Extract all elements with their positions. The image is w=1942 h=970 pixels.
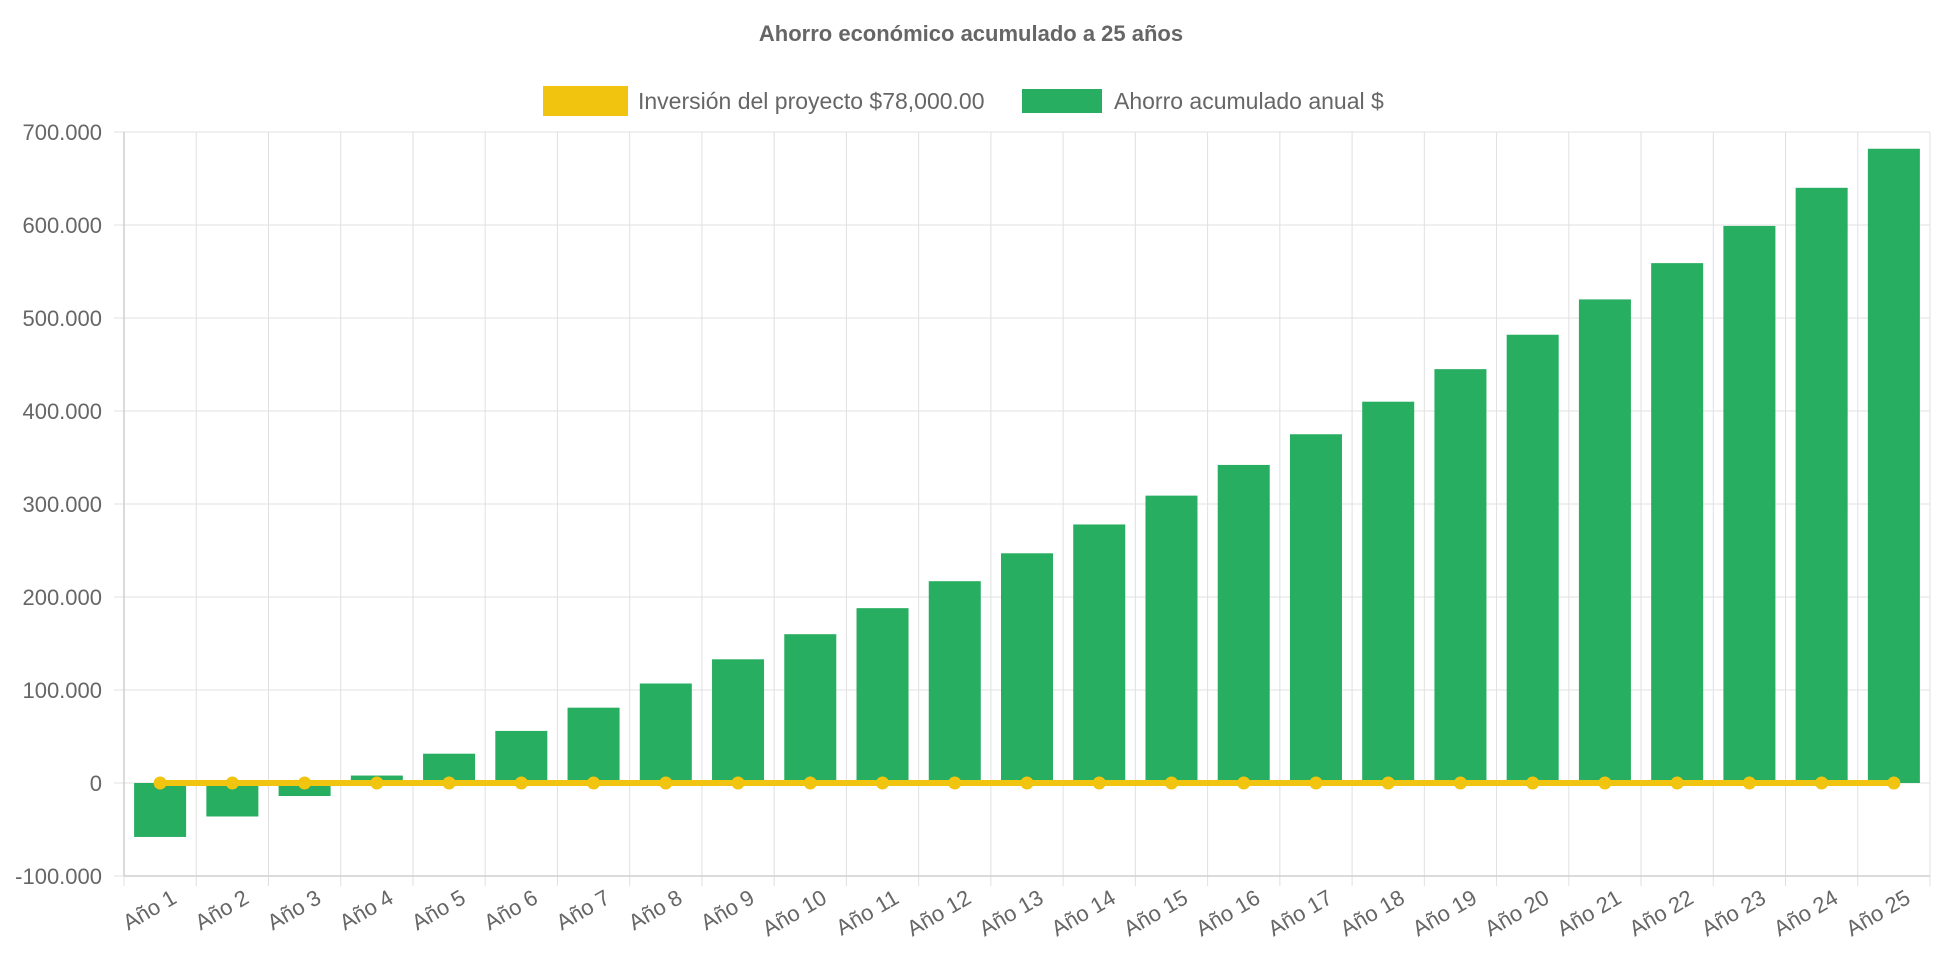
bar[interactable]: [1434, 369, 1487, 783]
bar[interactable]: [567, 707, 620, 783]
line-point[interactable]: [1453, 776, 1467, 790]
x-tick-label: Año 15: [1119, 885, 1192, 942]
y-tick-label: 600.000: [22, 213, 102, 238]
line-point[interactable]: [442, 776, 456, 790]
line-point[interactable]: [1309, 776, 1323, 790]
x-tick-label: Año 9: [696, 885, 758, 935]
legend-label-investment[interactable]: Inversión del proyecto $78,000.00: [638, 88, 985, 114]
legend-swatch-savings[interactable]: [1022, 89, 1102, 113]
x-tick-label: Año 5: [407, 885, 469, 935]
x-tick-label: Año 19: [1408, 885, 1481, 942]
line-point[interactable]: [659, 776, 673, 790]
x-tick-label: Año 10: [758, 885, 831, 942]
x-tick-label: Año 6: [480, 885, 542, 935]
line-point[interactable]: [1887, 776, 1901, 790]
line-point[interactable]: [1092, 776, 1106, 790]
chart-title: Ahorro económico acumulado a 25 años: [759, 21, 1183, 46]
grid: [114, 131, 1931, 886]
x-tick-label: Año 12: [902, 885, 975, 942]
bar-series: [134, 148, 1920, 837]
y-tick-label: 100.000: [22, 678, 102, 703]
x-axis-ticks: Año 1 Año 2 Año 3 Año 4 Año 5 Año 6 Año 7 Año 8…: [118, 885, 1914, 942]
line-point[interactable]: [1526, 776, 1540, 790]
x-tick-label: Año 2: [191, 885, 253, 935]
line-point[interactable]: [514, 776, 528, 790]
x-tick-label: Año 18: [1336, 885, 1409, 942]
y-tick-label: 700.000: [22, 120, 102, 145]
bar[interactable]: [1289, 434, 1342, 783]
line-point[interactable]: [1020, 776, 1034, 790]
bar[interactable]: [1217, 464, 1270, 783]
y-tick-label: 0: [90, 771, 102, 796]
line-point[interactable]: [1670, 776, 1684, 790]
bar[interactable]: [495, 730, 548, 783]
x-tick-label: Año 21: [1553, 885, 1626, 942]
bar[interactable]: [1506, 334, 1559, 783]
bar[interactable]: [1073, 524, 1126, 783]
x-tick-label: Año 24: [1769, 885, 1842, 942]
bar[interactable]: [639, 683, 692, 783]
x-tick-label: Año 25: [1841, 885, 1914, 942]
bar[interactable]: [712, 659, 765, 783]
x-tick-label: Año 22: [1625, 885, 1698, 942]
x-tick-label: Año 8: [624, 885, 686, 935]
line-point[interactable]: [153, 776, 167, 790]
bar[interactable]: [1362, 401, 1415, 783]
line-point[interactable]: [370, 776, 384, 790]
x-tick-label: Año 17: [1264, 885, 1337, 942]
y-axis-ticks: -100.000 0 100.000 200.000 300.000 400.000 500…: [15, 120, 102, 889]
x-tick-label: Año 13: [975, 885, 1048, 942]
y-tick-label: 400.000: [22, 399, 102, 424]
bar[interactable]: [1145, 495, 1198, 783]
line-series: [153, 776, 1901, 790]
bar[interactable]: [1000, 553, 1054, 783]
x-tick-label: Año 1: [118, 885, 180, 935]
x-tick-label: Año 23: [1697, 885, 1770, 942]
legend-label-savings[interactable]: Ahorro acumulado anual $: [1114, 88, 1384, 114]
line-point[interactable]: [731, 776, 745, 790]
line-point[interactable]: [1742, 776, 1756, 790]
x-tick-label: Año 11: [832, 885, 903, 941]
line-point[interactable]: [298, 776, 312, 790]
line-point[interactable]: [1598, 776, 1612, 790]
bar[interactable]: [1578, 299, 1631, 783]
bar[interactable]: [134, 783, 187, 837]
line-point[interactable]: [876, 776, 890, 790]
y-tick-label: 500.000: [22, 306, 102, 331]
x-tick-label: Año 3: [263, 885, 325, 935]
legend-swatch-investment[interactable]: [543, 86, 628, 116]
y-tick-label: -100.000: [15, 864, 102, 889]
line-point[interactable]: [803, 776, 817, 790]
line-point[interactable]: [1815, 776, 1829, 790]
line-point[interactable]: [948, 776, 962, 790]
x-tick-label: Año 16: [1191, 885, 1264, 942]
legend: Inversión del proyecto $78,000.00 Ahorro…: [543, 86, 1384, 116]
line-point[interactable]: [587, 776, 601, 790]
bar[interactable]: [1795, 187, 1848, 784]
bar[interactable]: [928, 581, 981, 783]
line-point[interactable]: [1164, 776, 1178, 790]
line-point[interactable]: [1381, 776, 1395, 790]
line-point[interactable]: [225, 776, 239, 790]
x-tick-label: Año 14: [1047, 885, 1120, 942]
bar[interactable]: [784, 634, 837, 783]
y-tick-label: 300.000: [22, 492, 102, 517]
bar[interactable]: [278, 783, 331, 797]
bar[interactable]: [1651, 263, 1704, 783]
line-point[interactable]: [1237, 776, 1251, 790]
x-tick-label: Año 20: [1480, 885, 1553, 942]
x-tick-label: Año 7: [552, 885, 614, 935]
bar[interactable]: [1867, 148, 1920, 784]
y-tick-label: 200.000: [22, 585, 102, 610]
x-tick-label: Año 4: [335, 885, 397, 935]
bar[interactable]: [1723, 225, 1776, 783]
bar[interactable]: [856, 608, 909, 783]
